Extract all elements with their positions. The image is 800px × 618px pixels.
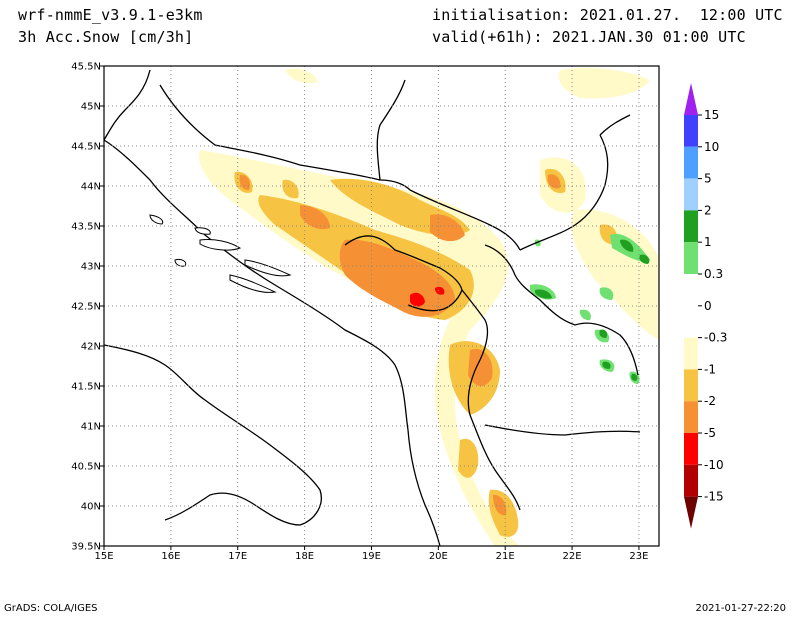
lon-tick-label: 17E <box>228 551 247 562</box>
colorbar-label: 5 <box>704 172 712 186</box>
albania-north-border <box>407 289 463 312</box>
colorbar-segment <box>684 305 698 338</box>
colorbar-label: -15 <box>704 490 724 504</box>
greece-north-border <box>484 424 641 436</box>
model-title: wrf-nmmE_v3.9.1-e3km <box>18 6 203 24</box>
change-positive-strong <box>535 239 650 381</box>
colorbar-label: -1 <box>704 362 716 376</box>
lat-tick-label: 44.5N <box>71 142 101 153</box>
colorbar-segment <box>684 369 698 402</box>
colorbar-label: -0.3 <box>704 331 727 345</box>
colorbar-label: 10 <box>704 140 719 154</box>
render-timestamp: 2021-01-27-22:20 <box>695 603 786 614</box>
lat-tick-label: 44N <box>81 182 101 193</box>
lon-tick-label: 23E <box>629 551 648 562</box>
italy-coast <box>104 344 322 526</box>
colorbar-segment <box>684 210 698 243</box>
graticule <box>104 66 659 546</box>
colorbar-top-arrow <box>684 83 698 115</box>
boundaries <box>104 69 641 546</box>
albania-east-border <box>461 289 521 511</box>
lat-tick-label: 45N <box>81 102 101 113</box>
colorbar-label: 1 <box>704 235 712 249</box>
valid-time: valid(+61h): 2021.JAN.30 01:00 UTC <box>432 28 746 46</box>
colorbar-segment <box>684 146 698 179</box>
macedonia-north-border <box>574 322 639 376</box>
colorbar-segment <box>684 464 698 497</box>
colorbar-segment <box>684 178 698 211</box>
montenegro-border <box>344 235 463 291</box>
lat-tick-label: 43.5N <box>71 222 101 233</box>
colorbar-label: -2 <box>704 394 716 408</box>
colorbar-segment <box>684 115 698 147</box>
adriatic-coast-east <box>104 139 441 546</box>
colorbar-label: 15 <box>704 108 719 122</box>
lat-tick-label: 41N <box>81 422 101 433</box>
lat-tick-label: 41.5N <box>71 382 101 393</box>
istria-coast <box>104 69 151 141</box>
colorbar-segment <box>684 242 698 274</box>
colorbar-segment <box>684 274 698 306</box>
axis-ticks: 15E 16E 17E 18E 19E 20E 21E 22E 23E 45.5N 45N 44.5N… <box>71 62 648 563</box>
colorbar-label: -5 <box>704 426 716 440</box>
colorbar-segment <box>684 433 698 465</box>
snow-heavy-layer <box>239 174 561 516</box>
serbia-west-border <box>376 79 406 181</box>
lon-tick-label: 22E <box>563 551 582 562</box>
bulgaria-west-border <box>519 134 609 251</box>
lon-tick-label: 19E <box>362 551 381 562</box>
romania-border <box>599 114 631 136</box>
lat-tick-label: 45.5N <box>71 62 101 73</box>
lon-tick-label: 21E <box>496 551 515 562</box>
snow-intense-layer <box>410 286 445 307</box>
colorbar-segment <box>684 337 698 370</box>
colorbar-label: 0 <box>704 299 712 313</box>
lat-tick-label: 39.5N <box>71 542 101 553</box>
lon-tick-label: 20E <box>429 551 448 562</box>
colorbar-bottom-arrow <box>684 496 698 529</box>
serbia-south-border <box>409 189 521 251</box>
lat-tick-label: 40.5N <box>71 462 101 473</box>
colorbar-label: 2 <box>704 203 712 217</box>
dalmatian-islands <box>149 214 292 293</box>
lat-tick-label: 40N <box>81 502 101 513</box>
colorbar-label: 0.3 <box>704 267 723 281</box>
colorbar-segment <box>684 401 698 433</box>
bosnia-north-border <box>159 84 411 191</box>
lat-tick-label: 43N <box>81 262 101 273</box>
map-background <box>104 66 659 546</box>
snow-light-layer <box>199 68 659 546</box>
kosovo-border <box>484 244 576 326</box>
lon-tick-label: 16E <box>161 551 180 562</box>
init-time: initialisation: 2021.01.27. 12:00 UTC <box>432 6 783 24</box>
colorbar: 15 10 5 2 1 0.3 0 -0.3 -1 -2 -5 -10 -15 <box>684 83 727 529</box>
lat-tick-label: 42.5N <box>71 302 101 313</box>
lon-tick-label: 18E <box>295 551 314 562</box>
lon-tick-label: 15E <box>94 551 113 562</box>
colorbar-label: -10 <box>704 458 724 472</box>
variable-title: 3h Acc.Snow [cm/3h] <box>18 28 194 46</box>
grads-credit: GrADS: COLA/IGES <box>4 603 98 614</box>
lat-tick-label: 42N <box>81 342 101 353</box>
